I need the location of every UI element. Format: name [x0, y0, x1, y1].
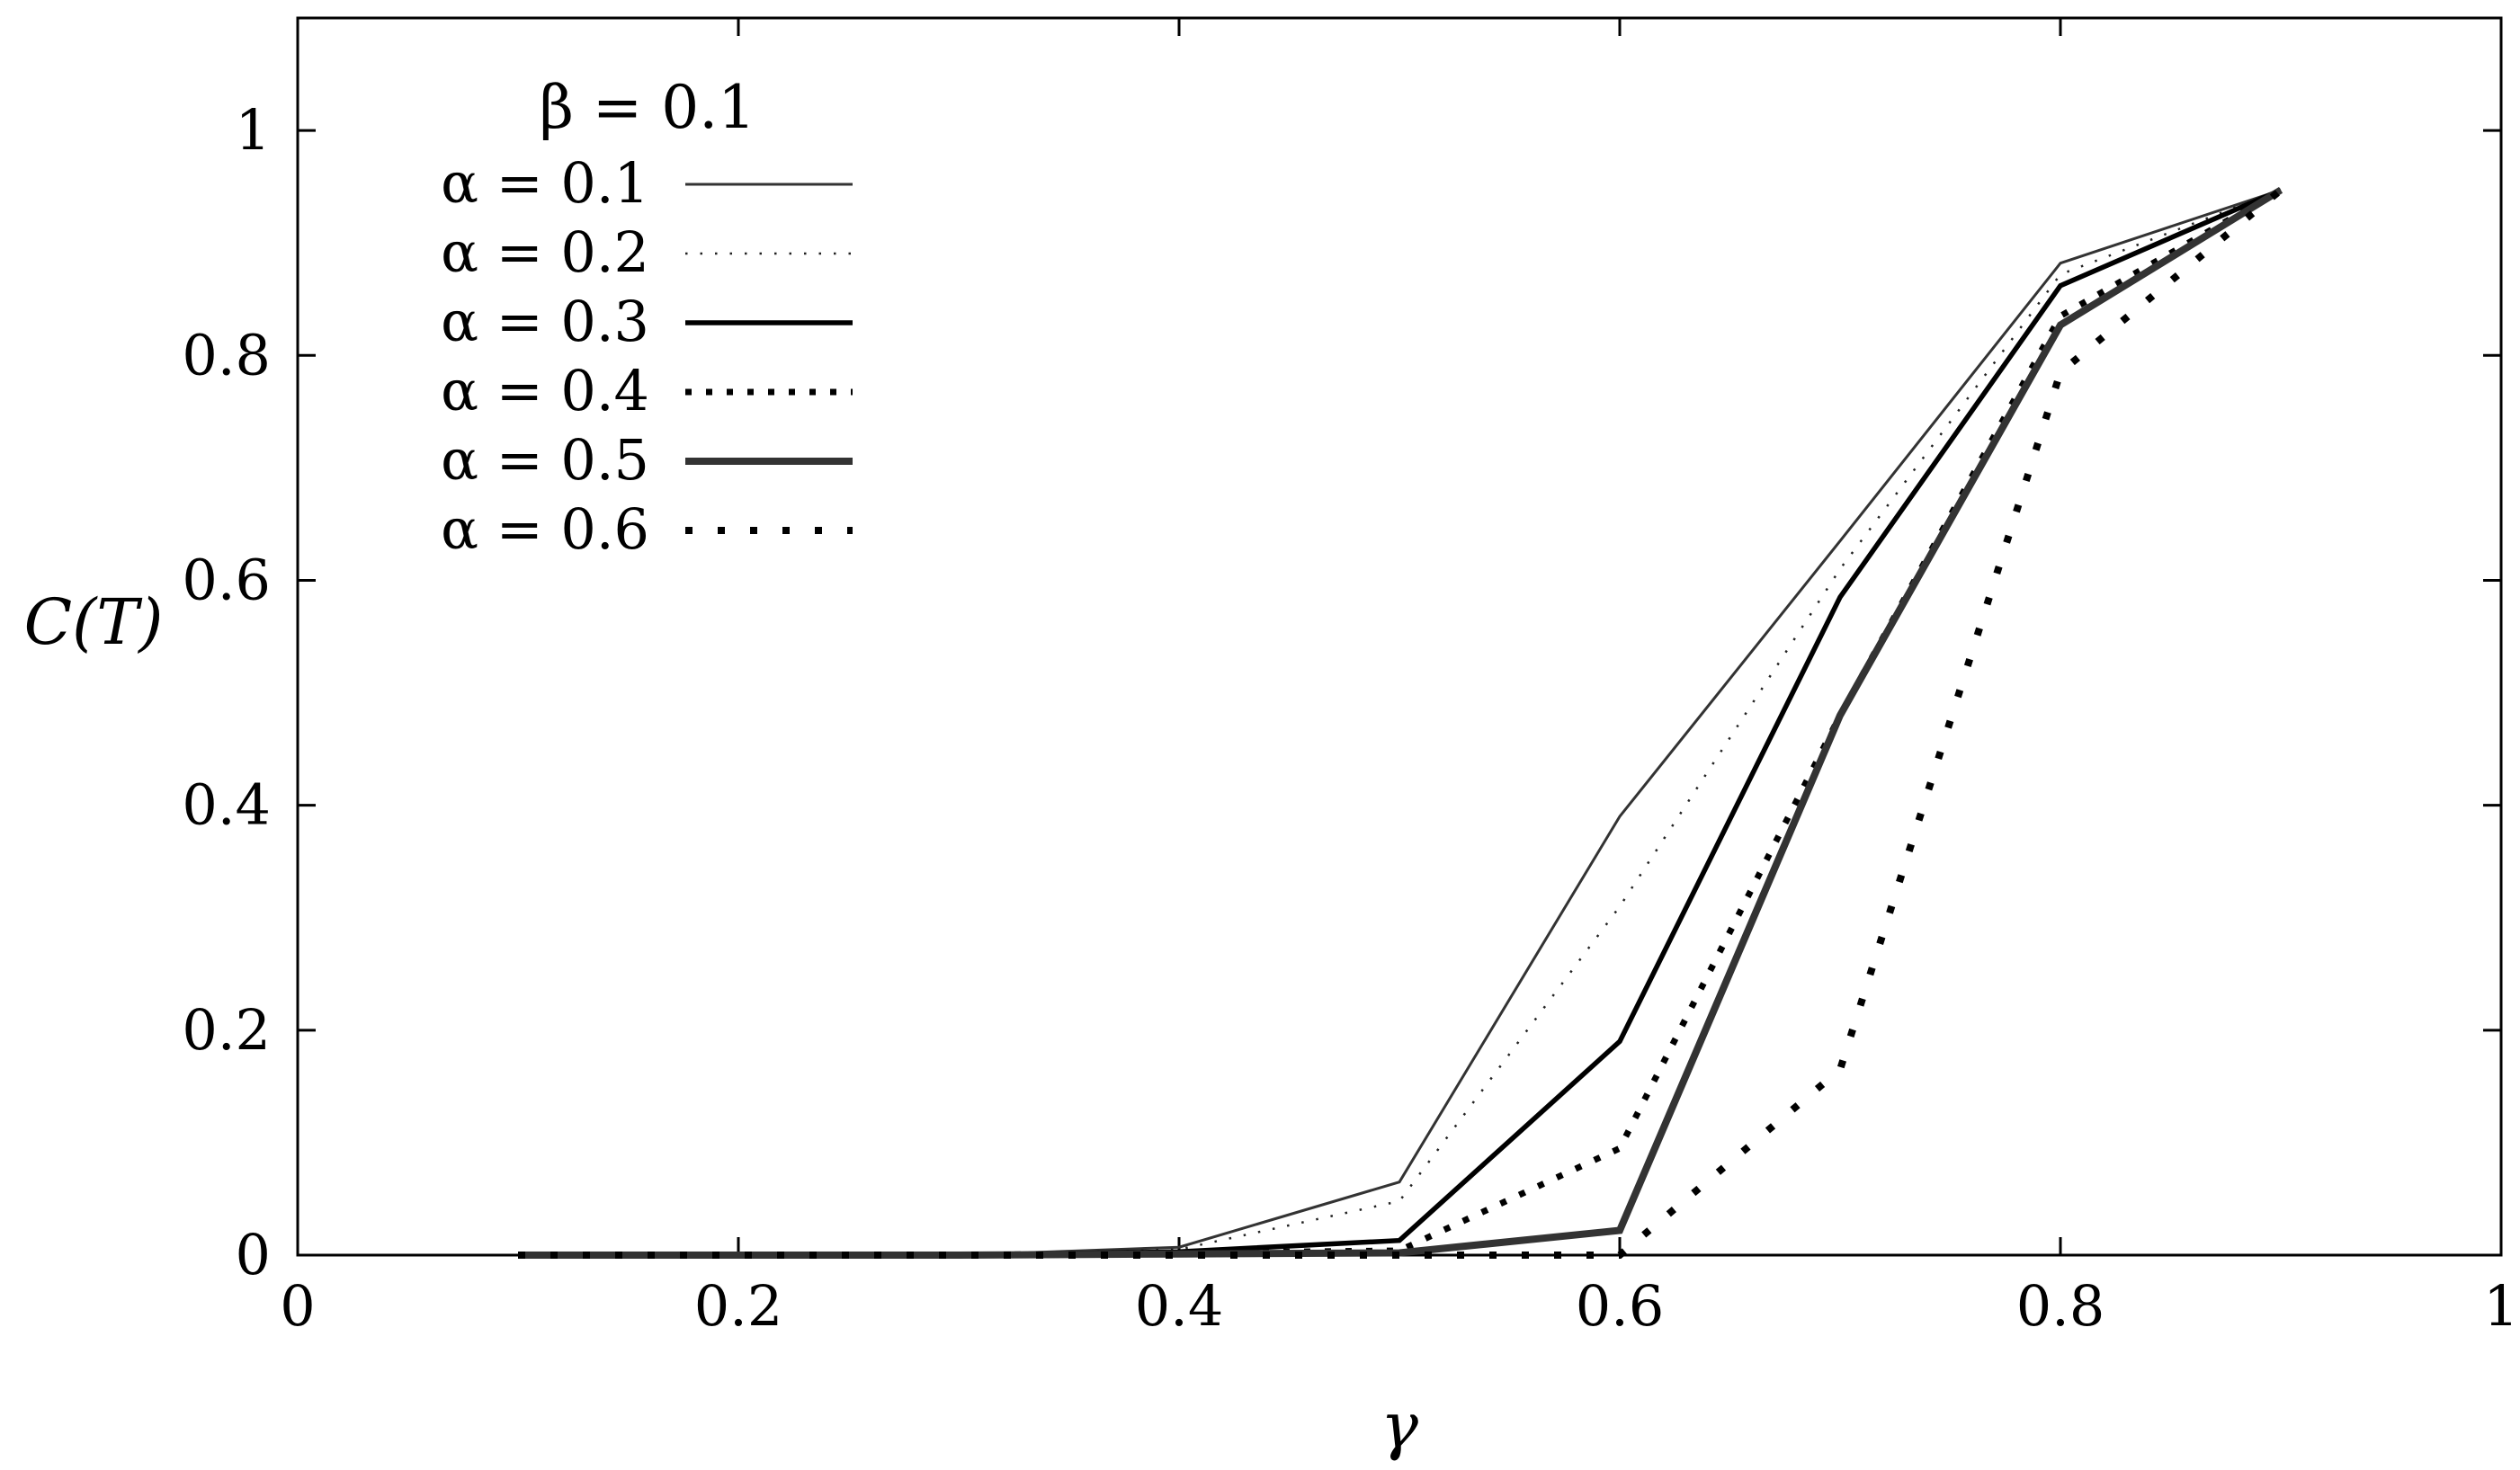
y-tick-label: 0.2 [182, 997, 271, 1063]
series-line [518, 187, 2283, 1259]
y-tick-label: 0.4 [182, 772, 271, 838]
legend-label: α = 0.6 [441, 496, 649, 562]
x-axis-label: γ [1381, 1389, 1418, 1463]
legend-label: α = 0.1 [441, 150, 649, 216]
x-tick-label: 0.8 [2016, 1273, 2105, 1339]
y-tick-label: 0.6 [182, 547, 271, 612]
y-tick-label: 0 [236, 1222, 271, 1287]
x-axis-ticks: 0 0.2 0.4 0.6 0.8 1 [280, 18, 2519, 1339]
series-layer [518, 186, 2283, 1259]
x-tick-label: 0 [280, 1273, 315, 1339]
y-axis-label: C(T) [24, 585, 164, 659]
y-tick-label: 1 [236, 97, 271, 163]
legend-label: α = 0.2 [441, 219, 649, 285]
series-6 [518, 187, 2283, 1259]
series-3 [518, 187, 2283, 1258]
legend-label: α = 0.5 [441, 427, 649, 493]
x-tick-label: 1 [2483, 1273, 2518, 1339]
y-axis-ticks: 0 0.2 0.4 0.6 0.8 1 [182, 97, 2501, 1287]
x-tick-label: 0.4 [1135, 1273, 1224, 1339]
legend: β = 0.1 α = 0.1α = 0.2α = 0.3α = 0.4α = … [441, 73, 853, 562]
y-tick-label: 0.8 [182, 322, 271, 388]
x-tick-label: 0.2 [694, 1273, 783, 1339]
series-line [518, 187, 2283, 1258]
legend-title: β = 0.1 [540, 73, 755, 142]
legend-label: α = 0.3 [441, 289, 649, 354]
legend-label: α = 0.4 [441, 358, 649, 423]
x-tick-label: 0.6 [1576, 1273, 1665, 1339]
